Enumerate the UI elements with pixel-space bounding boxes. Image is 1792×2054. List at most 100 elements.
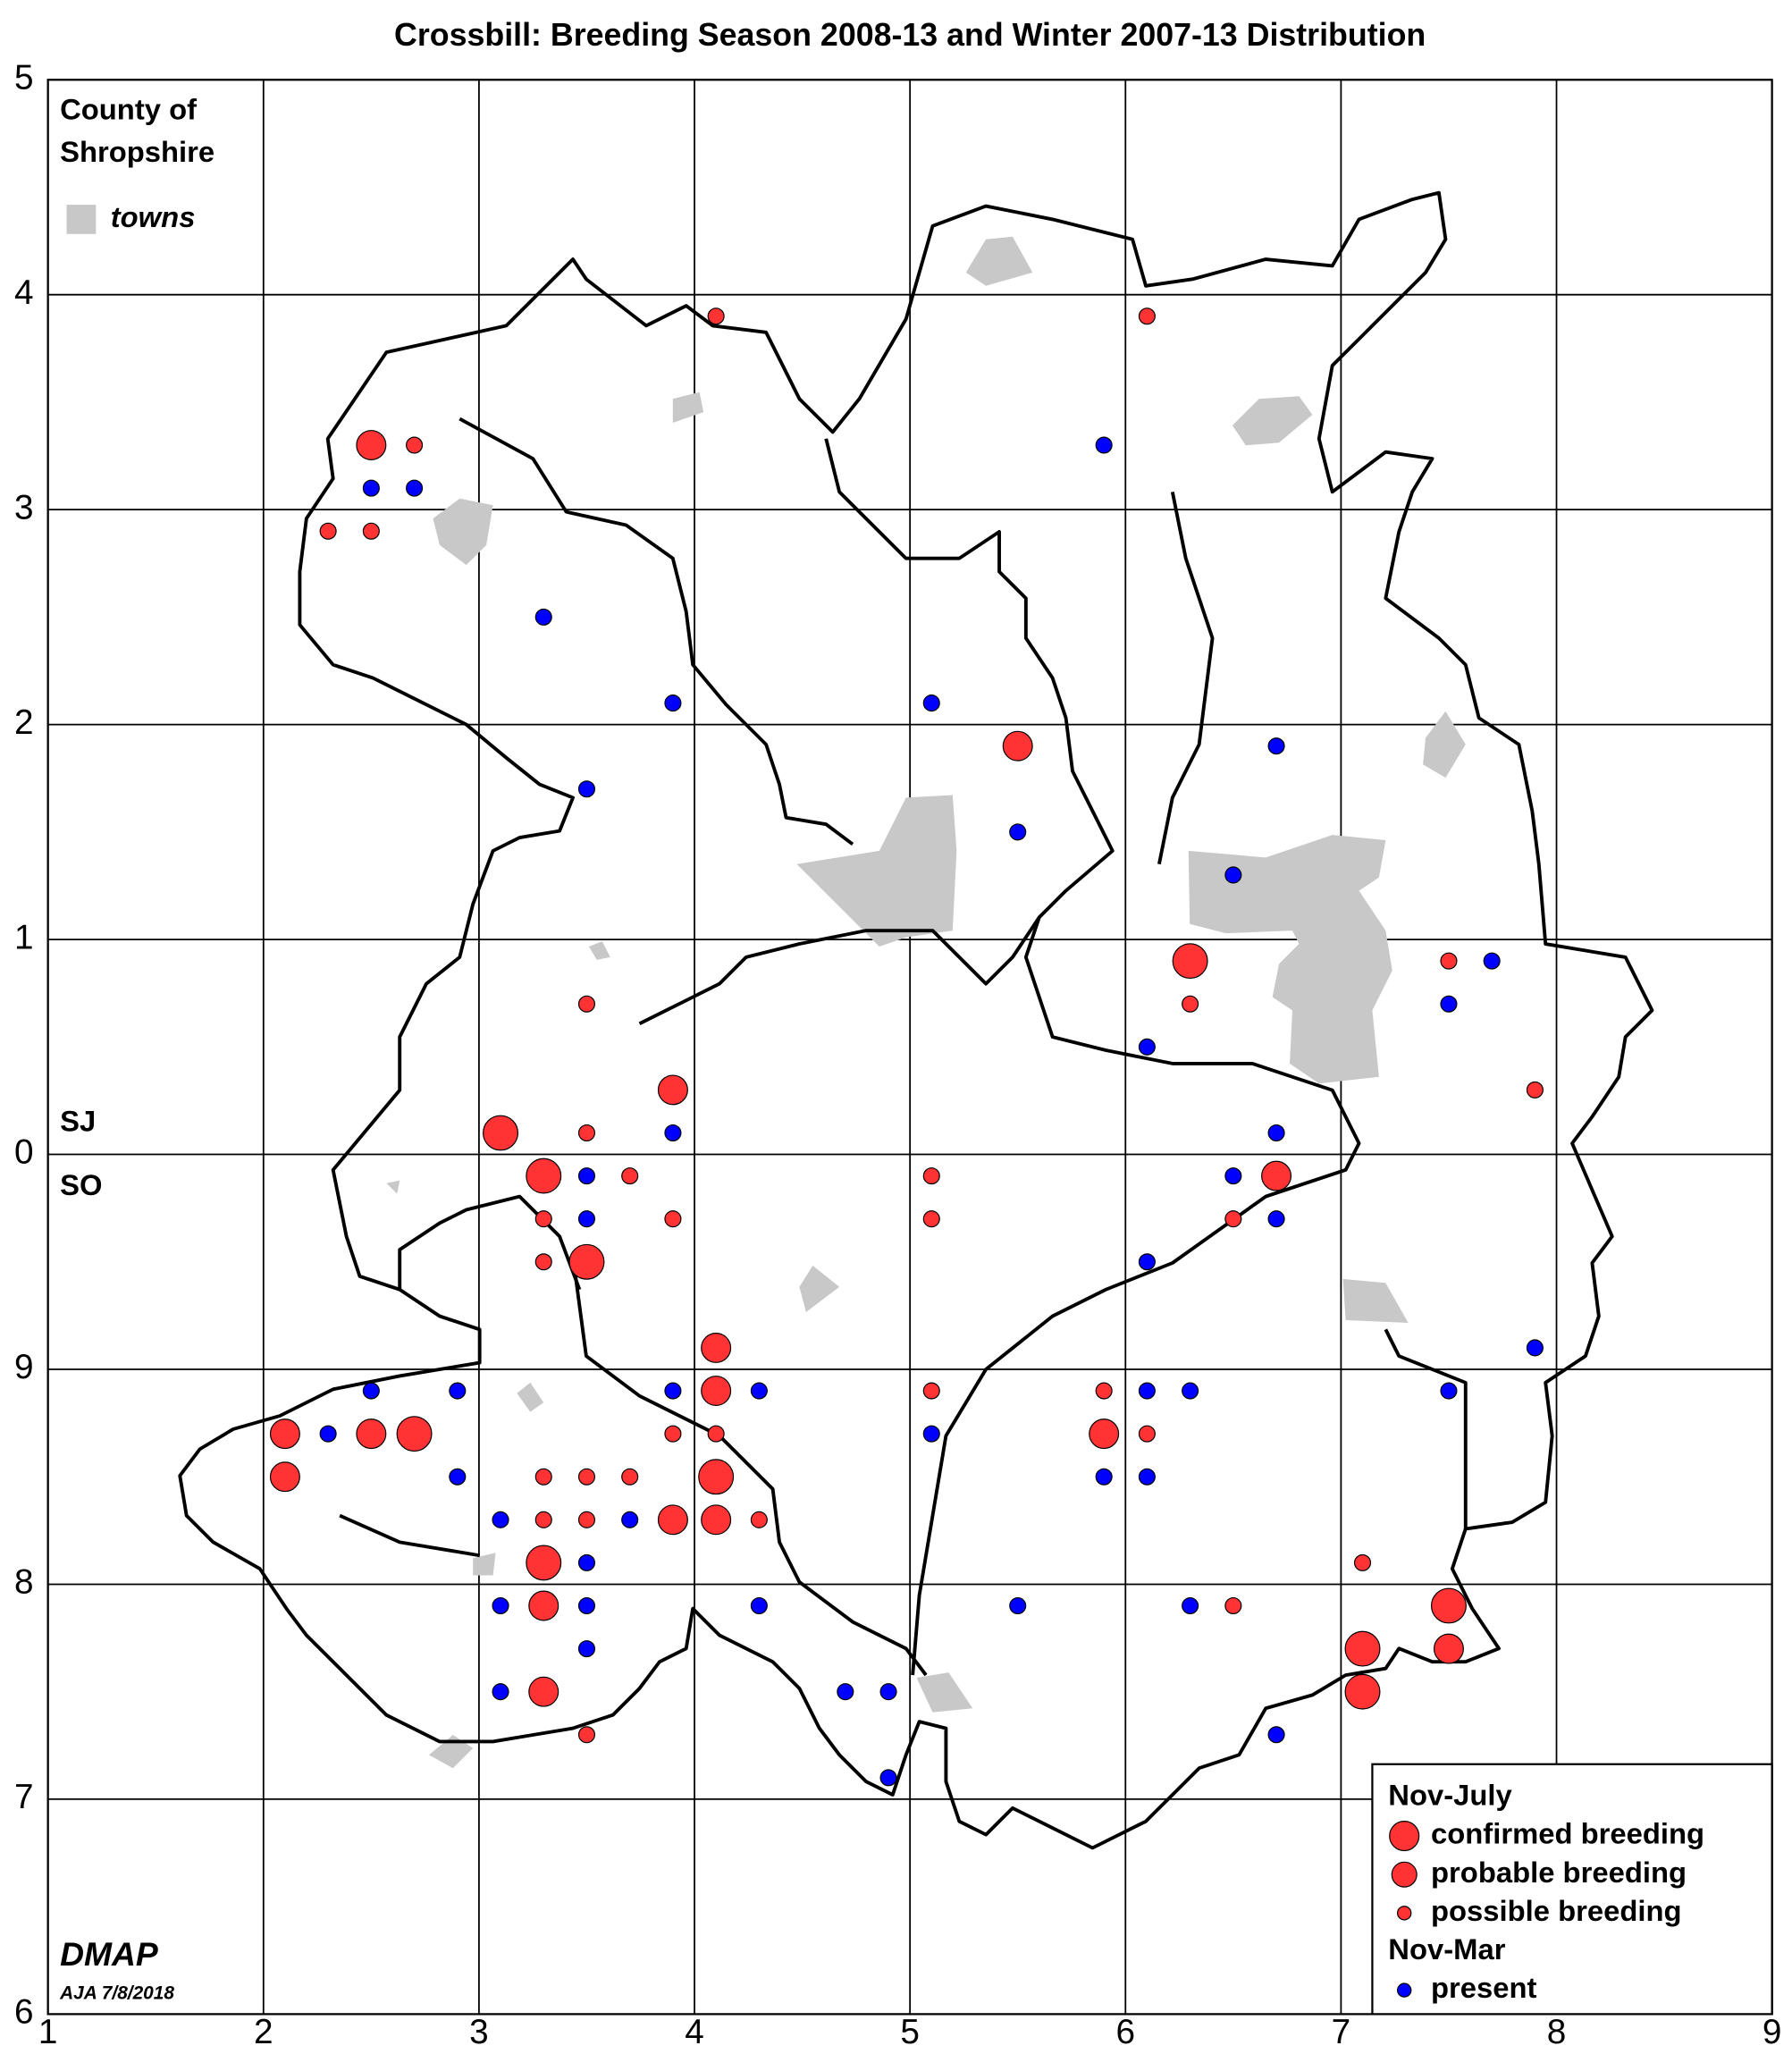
data-point	[577, 1640, 596, 1658]
data-point	[879, 1683, 897, 1701]
data-point	[707, 307, 725, 325]
legend-label: probable breeding	[1431, 1856, 1687, 1889]
town	[1232, 396, 1313, 446]
district-boundary	[638, 438, 1115, 1026]
plot-frame	[46, 79, 1773, 2016]
county-map	[178, 190, 1654, 1850]
data-point	[1095, 436, 1113, 454]
data-point	[1138, 307, 1156, 325]
data-point	[528, 1590, 559, 1621]
legend-label: possible breeding	[1431, 1894, 1682, 1927]
x-tick-label: 2	[254, 2013, 273, 2051]
data-point	[1224, 866, 1242, 884]
x-tick-label: 3	[469, 2013, 489, 2051]
y-tick-label: 9	[14, 1348, 34, 1386]
data-point	[1182, 1382, 1199, 1400]
data-point	[577, 1210, 596, 1228]
data-point	[534, 1253, 552, 1271]
district-boundary	[911, 916, 1361, 1676]
data-point	[1433, 1633, 1464, 1664]
data-point	[701, 1376, 732, 1407]
data-point	[577, 1511, 596, 1528]
data-point	[449, 1468, 467, 1486]
district-boundary	[339, 1513, 480, 1558]
legend-marker	[1397, 1982, 1412, 1998]
data-point	[1440, 952, 1458, 970]
data-point	[1095, 1468, 1113, 1486]
district-boundary	[574, 1275, 928, 1677]
data-point	[1089, 1418, 1120, 1450]
data-point	[750, 1382, 768, 1400]
data-point	[1182, 995, 1199, 1013]
data-point	[577, 1553, 596, 1571]
data-point	[922, 1210, 940, 1228]
town	[1423, 711, 1466, 779]
legend-title: Nov-Mar	[1388, 1932, 1505, 1966]
town	[433, 498, 493, 566]
district-boundary	[1157, 491, 1215, 865]
data-point	[664, 1382, 682, 1400]
y-tick-label: 8	[14, 1563, 34, 1602]
y-tick-label: 1	[14, 918, 34, 956]
data-point	[1440, 1382, 1458, 1400]
x-tick-label: 9	[1763, 2013, 1782, 2051]
town	[517, 1382, 544, 1412]
data-point	[577, 1468, 596, 1486]
credit: DMAP	[60, 1935, 158, 1973]
town	[588, 941, 610, 960]
data-point	[664, 1210, 682, 1228]
data-point	[1095, 1382, 1113, 1400]
data-point	[621, 1167, 639, 1185]
data-point	[1224, 1210, 1242, 1228]
grid-square-label: SJ	[60, 1105, 96, 1138]
data-point	[657, 1504, 688, 1536]
credit-note: AJA 7/8/2018	[59, 1983, 174, 2004]
y-tick-label: 7	[14, 1778, 34, 1816]
data-point	[406, 479, 424, 497]
y-tick-label: 3	[14, 488, 34, 526]
legend-box	[1371, 1763, 1773, 2016]
x-tick-label: 7	[1332, 2013, 1351, 2051]
data-point	[526, 1157, 562, 1194]
town	[473, 1553, 496, 1576]
data-point	[1224, 1596, 1242, 1615]
map-label: Shropshire	[60, 135, 215, 168]
town	[1188, 835, 1392, 1084]
data-point	[621, 1511, 639, 1528]
data-point	[406, 436, 424, 454]
data-point	[1267, 1726, 1285, 1744]
x-tick-label: 6	[1115, 2013, 1135, 2051]
legend-title: Nov-July	[1388, 1779, 1512, 1812]
y-tick-label: 4	[14, 274, 34, 312]
town	[796, 795, 957, 947]
data-point	[269, 1461, 300, 1493]
chart-title: Crossbill: Breeding Season 2008-13 and W…	[394, 17, 1426, 53]
data-point	[1009, 1596, 1027, 1615]
data-point	[922, 1425, 940, 1443]
data-point	[1267, 1124, 1285, 1142]
data-point	[698, 1459, 735, 1495]
data-point	[1267, 737, 1285, 755]
data-point	[1353, 1553, 1372, 1571]
data-point	[707, 1425, 725, 1443]
town	[386, 1180, 400, 1194]
district-boundary	[398, 1194, 582, 1291]
data-point	[449, 1382, 467, 1400]
data-point	[362, 1382, 380, 1400]
data-point	[577, 780, 596, 798]
data-point	[534, 1468, 552, 1486]
legend-label: present	[1431, 1971, 1537, 2004]
data-point	[483, 1115, 518, 1151]
data-point	[577, 1596, 596, 1615]
data-point	[837, 1683, 854, 1701]
towns-label: towns	[111, 200, 196, 233]
data-point	[1344, 1673, 1381, 1710]
towns-swatch	[66, 205, 97, 234]
data-point	[1138, 1038, 1156, 1056]
data-point	[577, 995, 596, 1013]
y-tick-label: 2	[14, 703, 34, 742]
town	[916, 1672, 973, 1713]
data-point	[568, 1243, 605, 1280]
